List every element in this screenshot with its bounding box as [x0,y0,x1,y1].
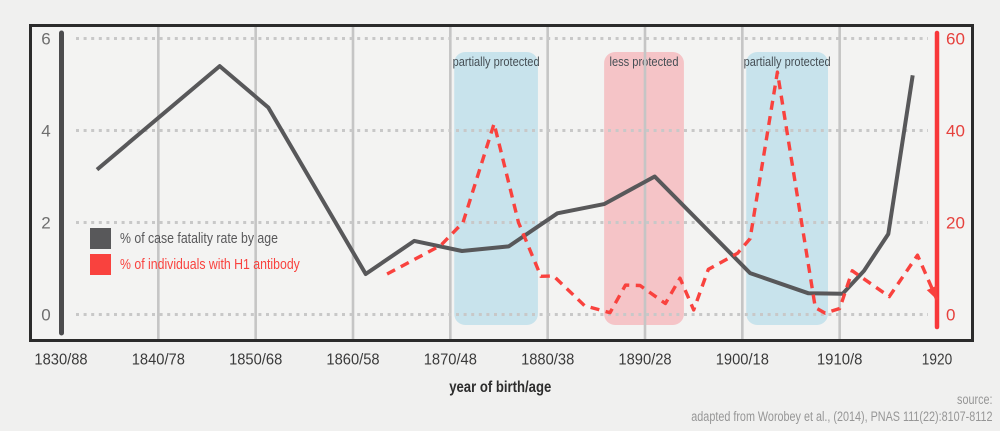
region-partially-protected-0 [454,52,538,325]
cfr-legend-swatch [90,228,111,249]
region-label: partially protected [453,55,540,69]
cfr-line [95,64,915,296]
left-axis-tick-label: 4 [41,122,50,141]
x-axis-tick-label: 1890/28 [618,352,671,369]
legend: % of case fatality rate by age % of indi… [90,228,339,275]
region-label: partially protected [744,55,831,69]
x-axis-tick-label: 1860/58 [326,352,379,369]
antibody-legend-label: % of individuals with H1 antibody [120,256,300,273]
x-axis-tick-label: 1920 [922,352,953,369]
legend-item-cfr: % of case fatality rate by age [90,228,339,249]
x-axis-tick-label: 1830/88 [34,352,87,369]
right-axis-tick-label: 20 [946,214,965,233]
antibody-line-arrowhead [926,285,937,300]
antibody-line [386,70,939,315]
right-axis-tick-label: 0 [946,306,955,325]
left-axis-tick-label: 6 [41,30,50,49]
x-axis-title: year of birth/age [448,379,552,396]
right-axis-tick-label: 40 [946,122,965,141]
cfr-legend-label: % of case fatality rate by age [120,230,278,247]
right-axis-tick-label: 60 [946,30,965,49]
x-axis-tick-label: 1900/18 [716,352,769,369]
source-citation: adapted from Worobey et al., (2014), PNA… [690,408,992,424]
x-axis-tick-label: 1850/68 [229,352,282,369]
source-note: source: adapted from Worobey et al., (20… [691,392,992,425]
x-axis-tick-label: 1870/48 [424,352,477,369]
source-label: source: [956,392,992,407]
x-axis-tick-label: 1840/78 [132,352,185,369]
x-axis-tick-label: 1910/8 [817,352,863,369]
antibody-legend-swatch [90,254,111,275]
x-axis-tick-label: 1880/38 [521,352,574,369]
left-axis-tick-label: 0 [41,306,50,325]
left-axis-tick-label: 2 [41,214,50,233]
legend-item-antibody: % of individuals with H1 antibody [90,254,339,275]
plot-border [29,24,974,342]
